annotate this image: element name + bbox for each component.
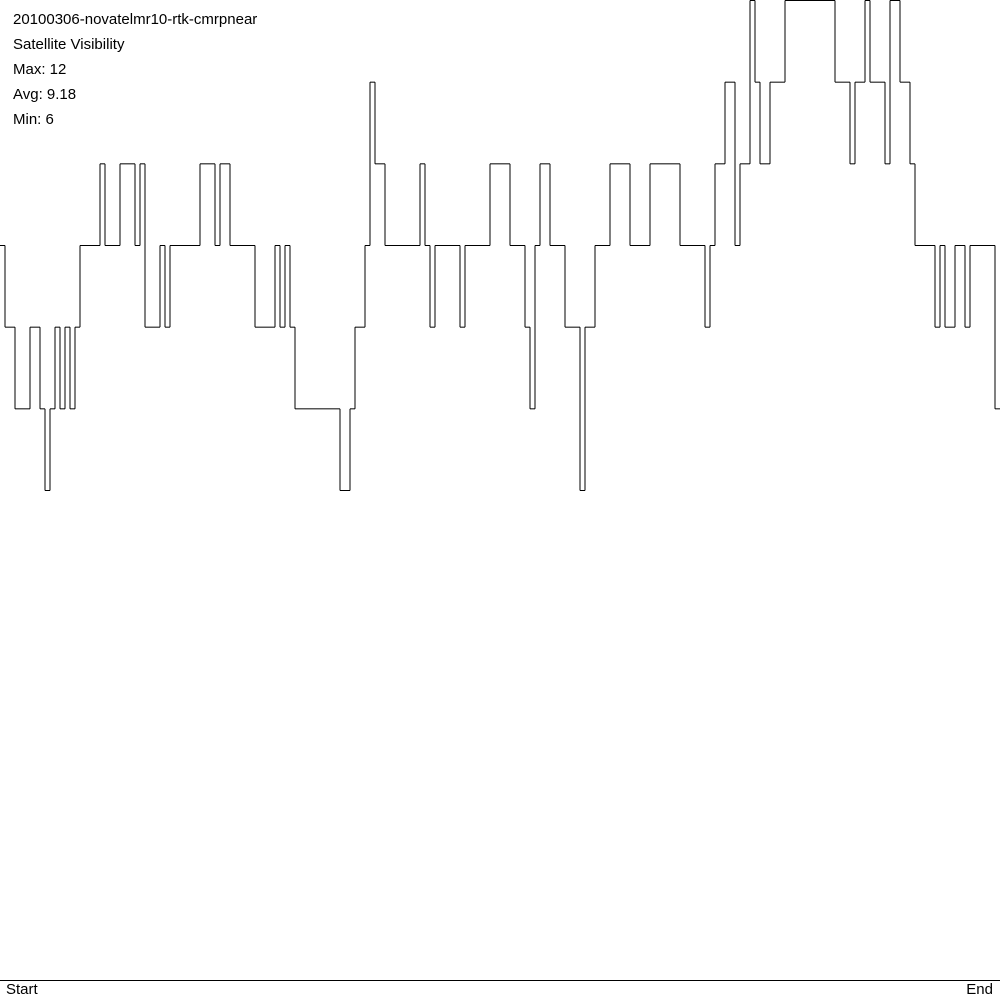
x-end-label: End bbox=[966, 981, 993, 998]
stat-avg: Avg: 9.18 bbox=[13, 86, 76, 103]
chart-subtitle: Satellite Visibility bbox=[13, 36, 125, 53]
stat-min: Min: 6 bbox=[13, 111, 54, 128]
x-start-label: Start bbox=[6, 981, 39, 998]
stat-max: Max: 12 bbox=[13, 61, 66, 78]
chart-title: 20100306-novatelmr10-rtk-cmrpnear bbox=[13, 11, 257, 28]
